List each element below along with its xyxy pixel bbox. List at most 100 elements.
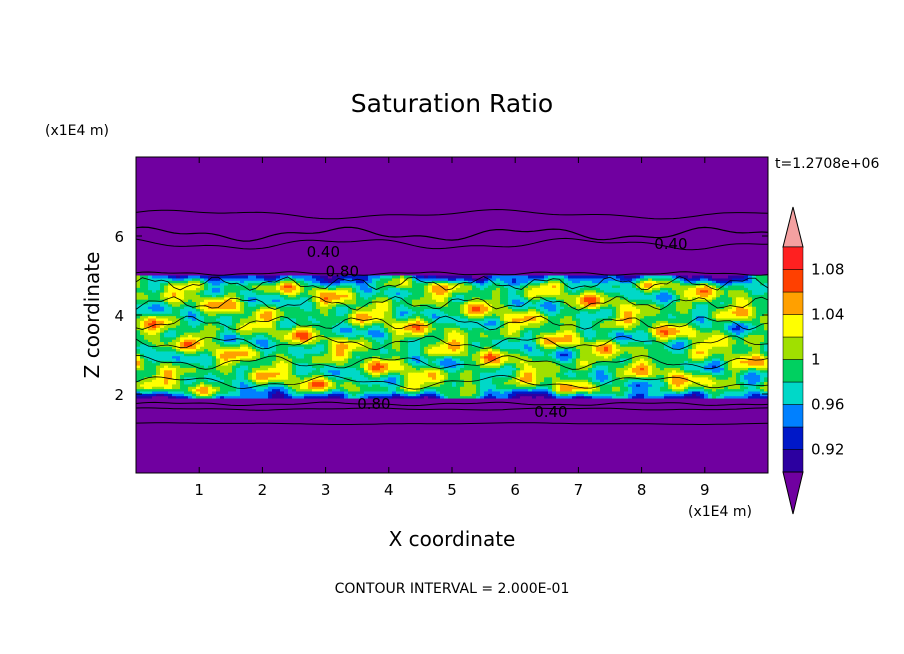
field-cell <box>292 390 297 394</box>
field-cell <box>436 324 441 328</box>
field-cell <box>244 341 249 345</box>
field-cell <box>292 348 297 352</box>
field-cell <box>704 327 709 331</box>
field-cell <box>224 350 229 354</box>
field-cell <box>588 346 593 350</box>
field-cell <box>336 348 341 352</box>
field-cell <box>296 336 301 340</box>
field-cell <box>744 332 749 335</box>
field-cell <box>184 369 189 373</box>
field-cell <box>692 376 697 380</box>
field-cell <box>160 362 165 366</box>
field-cell <box>316 346 321 350</box>
field-cell <box>540 332 545 335</box>
field-cell <box>360 360 365 364</box>
field-cell <box>448 332 453 335</box>
field-cell <box>692 343 697 347</box>
field-cell <box>400 348 405 352</box>
field-cell <box>536 327 541 331</box>
field-cell <box>620 329 625 333</box>
field-cell <box>716 341 721 345</box>
field-cell <box>328 341 333 345</box>
field-cell <box>600 390 605 394</box>
field-cell <box>740 341 745 345</box>
field-cell <box>672 329 677 333</box>
field-cell <box>588 364 593 368</box>
field-cell <box>596 372 601 375</box>
field-cell <box>556 369 561 373</box>
field-cell <box>732 393 737 397</box>
field-cell <box>228 369 233 373</box>
field-cell <box>664 348 669 352</box>
field-cell <box>452 390 457 394</box>
field-cell <box>348 355 353 359</box>
field-cell <box>560 329 565 333</box>
field-cell <box>248 327 253 331</box>
field-cell <box>304 357 309 361</box>
field-cell <box>176 329 181 333</box>
field-cell <box>376 381 381 385</box>
field-cell <box>192 388 197 392</box>
field-cell <box>760 386 765 390</box>
field-cell <box>176 336 181 340</box>
field-cell <box>480 329 485 333</box>
field-cell <box>344 355 349 359</box>
field-cell <box>736 348 741 352</box>
field-cell <box>540 353 545 357</box>
field-cell <box>720 379 725 383</box>
field-cell <box>324 353 329 357</box>
field-cell <box>480 364 485 368</box>
field-cell <box>180 336 185 340</box>
field-cell <box>272 395 277 399</box>
field-cell <box>344 334 349 338</box>
field-cell <box>740 395 745 399</box>
field-cell <box>500 360 505 364</box>
field-cell <box>684 376 689 380</box>
field-cell <box>240 360 245 364</box>
field-cell <box>448 322 453 326</box>
field-cell <box>364 324 369 328</box>
field-cell <box>176 364 181 368</box>
field-cell <box>740 343 745 347</box>
field-cell <box>268 379 273 383</box>
field-cell <box>164 322 169 326</box>
field-cell <box>528 390 533 394</box>
field-cell <box>520 346 525 350</box>
field-cell <box>404 395 409 399</box>
field-cell <box>732 346 737 350</box>
field-cell <box>360 322 365 326</box>
field-cell <box>432 367 437 371</box>
field-cell <box>328 348 333 352</box>
field-cell <box>236 367 241 371</box>
field-cell <box>336 324 341 328</box>
field-cell <box>352 388 357 392</box>
field-cell <box>192 376 197 380</box>
field-cell <box>448 341 453 345</box>
field-cell <box>264 386 269 390</box>
field-cell <box>472 336 477 340</box>
field-cell <box>144 367 149 371</box>
field-cell <box>688 390 693 394</box>
field-cell <box>136 329 141 333</box>
field-cell <box>380 395 385 399</box>
field-cell <box>620 367 625 371</box>
field-cell <box>720 357 725 361</box>
field-cell <box>220 367 225 371</box>
field-cell <box>616 390 621 394</box>
field-cell <box>532 329 537 333</box>
field-cell <box>332 390 337 394</box>
field-cell <box>696 386 701 390</box>
field-cell <box>584 348 589 352</box>
field-cell <box>300 390 305 394</box>
field-cell <box>180 324 185 328</box>
field-cell <box>224 383 229 387</box>
field-cell <box>368 329 373 333</box>
field-cell <box>576 332 581 335</box>
field-cell <box>164 357 169 361</box>
field-cell <box>748 381 753 385</box>
field-cell <box>588 332 593 335</box>
field-cell <box>184 329 189 333</box>
field-cell <box>404 372 409 375</box>
field-cell <box>636 336 641 340</box>
field-cell <box>180 393 185 397</box>
